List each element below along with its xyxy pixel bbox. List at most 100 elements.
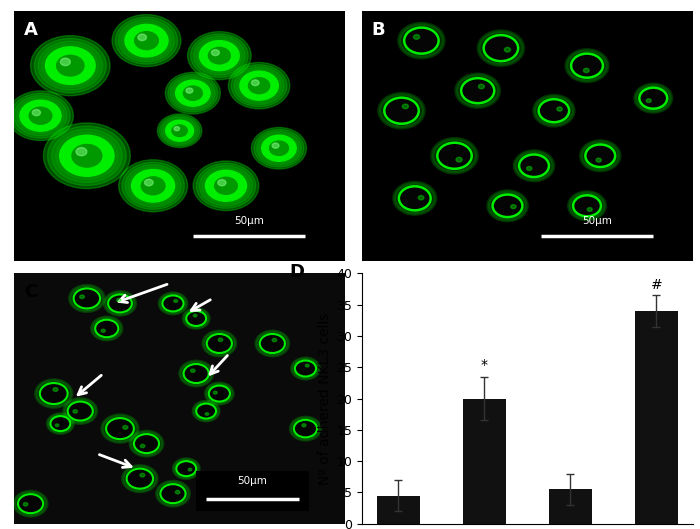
Bar (549, 489, 592, 524)
Circle shape (174, 126, 180, 131)
Circle shape (188, 32, 251, 80)
Circle shape (122, 22, 172, 59)
Circle shape (505, 48, 510, 52)
Circle shape (32, 110, 41, 116)
Circle shape (164, 297, 182, 310)
Circle shape (254, 130, 304, 167)
Circle shape (125, 165, 181, 207)
Y-axis label: Nº of adhered NKL3 cells: Nº of adhered NKL3 cells (318, 312, 332, 485)
Circle shape (240, 71, 279, 100)
Circle shape (42, 44, 99, 87)
Circle shape (526, 167, 532, 170)
Circle shape (158, 114, 202, 148)
Circle shape (72, 144, 102, 167)
Circle shape (496, 197, 519, 215)
Circle shape (209, 48, 230, 64)
Circle shape (52, 417, 69, 430)
Circle shape (183, 86, 202, 101)
Text: B: B (372, 21, 385, 39)
Circle shape (248, 78, 270, 94)
Circle shape (70, 403, 90, 419)
Circle shape (272, 339, 276, 342)
Circle shape (144, 179, 153, 186)
Text: 50μm: 50μm (582, 216, 612, 226)
Circle shape (199, 166, 253, 206)
Circle shape (174, 299, 178, 303)
Circle shape (574, 56, 600, 76)
Circle shape (198, 405, 214, 417)
Circle shape (296, 422, 315, 436)
Circle shape (17, 98, 64, 133)
Circle shape (205, 170, 246, 202)
Circle shape (202, 168, 250, 204)
Circle shape (176, 80, 210, 106)
Circle shape (209, 336, 230, 351)
Circle shape (138, 34, 146, 41)
Circle shape (188, 468, 192, 471)
Circle shape (414, 34, 419, 39)
Circle shape (186, 88, 193, 93)
Circle shape (237, 69, 281, 103)
Circle shape (214, 391, 217, 394)
Circle shape (23, 503, 28, 506)
Circle shape (575, 197, 598, 214)
Circle shape (38, 41, 103, 90)
Circle shape (165, 72, 220, 114)
Circle shape (193, 161, 259, 211)
Circle shape (215, 177, 237, 194)
Circle shape (234, 67, 284, 105)
Circle shape (199, 41, 239, 71)
Circle shape (205, 413, 209, 415)
Circle shape (588, 147, 612, 165)
Text: C: C (24, 284, 37, 302)
Circle shape (162, 486, 183, 501)
Circle shape (118, 20, 174, 62)
FancyBboxPatch shape (196, 471, 309, 511)
Circle shape (101, 329, 105, 332)
Circle shape (55, 424, 59, 426)
Circle shape (190, 34, 248, 77)
Circle shape (128, 167, 178, 205)
Circle shape (141, 177, 165, 195)
Circle shape (34, 39, 106, 93)
Circle shape (402, 104, 409, 109)
Circle shape (556, 107, 562, 111)
Circle shape (642, 89, 665, 107)
Circle shape (262, 135, 296, 161)
Circle shape (20, 496, 41, 512)
Circle shape (270, 141, 288, 156)
Circle shape (218, 179, 226, 186)
Circle shape (511, 205, 516, 209)
Circle shape (117, 298, 121, 302)
Circle shape (251, 127, 307, 169)
Circle shape (14, 96, 67, 136)
Circle shape (80, 295, 85, 298)
Circle shape (478, 84, 484, 89)
Circle shape (10, 93, 70, 138)
Bar (463, 398, 506, 524)
Circle shape (110, 296, 130, 311)
Circle shape (211, 50, 219, 56)
Circle shape (43, 123, 130, 189)
Circle shape (119, 160, 188, 212)
Circle shape (228, 62, 290, 109)
Circle shape (302, 424, 306, 427)
Circle shape (134, 32, 158, 50)
Circle shape (29, 107, 52, 124)
Circle shape (541, 101, 566, 120)
Circle shape (231, 65, 287, 107)
Circle shape (166, 120, 193, 141)
Circle shape (73, 409, 78, 413)
Circle shape (60, 135, 114, 176)
Circle shape (171, 76, 215, 110)
Circle shape (172, 125, 188, 136)
Circle shape (402, 188, 428, 208)
Circle shape (46, 47, 95, 85)
Circle shape (122, 425, 128, 429)
Circle shape (125, 24, 168, 57)
Circle shape (55, 132, 118, 179)
Circle shape (8, 91, 74, 141)
Circle shape (97, 321, 116, 336)
Circle shape (140, 444, 145, 448)
Circle shape (197, 39, 242, 73)
